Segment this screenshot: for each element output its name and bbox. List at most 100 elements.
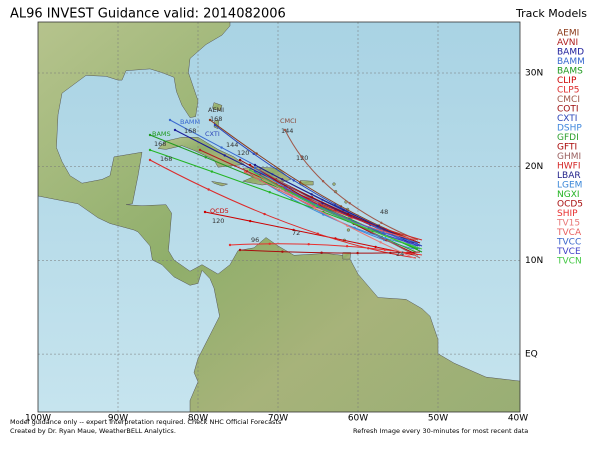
track-point: [245, 170, 249, 173]
legend-entry: TV15: [556, 219, 580, 229]
track-point: [283, 128, 287, 132]
track: [259, 174, 423, 241]
lon-label: 100W: [25, 414, 51, 424]
track-point: [316, 232, 319, 235]
legend-entry: DSHP: [557, 124, 582, 134]
track-point: [314, 204, 318, 207]
track-point: [342, 208, 345, 212]
landmass: [342, 252, 352, 260]
track-point: [287, 185, 290, 188]
legend-entry: SHIP: [557, 209, 578, 219]
annotation: 96: [251, 236, 259, 244]
track-point: [389, 251, 392, 255]
track-point: [255, 152, 258, 155]
refresh-note: Refresh Image every 30-minutes for most …: [353, 427, 528, 435]
title: AL96 INVEST Guidance valid: 2014082006: [10, 7, 286, 22]
track: [254, 167, 419, 244]
legend-entry: LGEM: [557, 181, 582, 191]
annotation: 120: [237, 149, 249, 157]
legend-entry: TVCC: [556, 238, 581, 248]
landmass: [211, 181, 228, 187]
annotation: 72: [292, 229, 300, 237]
track-point: [346, 224, 349, 227]
track-point: [299, 181, 302, 184]
track-point: [203, 210, 207, 214]
track-point: [148, 158, 152, 162]
track-point: [268, 242, 271, 245]
legend-entry: LBAR: [557, 171, 581, 181]
track-point: [356, 251, 359, 255]
track-point: [281, 250, 284, 253]
axis-labels: 100W 90W 80W 70W 60W 50W 40W 30N 20N 10N EQ: [25, 69, 543, 424]
track-point: [281, 187, 284, 190]
track-point: [210, 170, 214, 173]
legend-entry: AEMI: [557, 29, 579, 39]
legend-entry: TVCN: [556, 257, 582, 267]
track-point: [346, 212, 350, 216]
track-point: [173, 128, 177, 132]
legend-entry: BAMS: [557, 67, 583, 77]
annotation: 24: [396, 250, 404, 258]
track: [249, 169, 415, 259]
tracks: [148, 118, 423, 259]
legend-entry: TVCE: [556, 247, 581, 257]
track-point: [382, 231, 385, 234]
lon-label: 70W: [268, 414, 288, 424]
track-point: [292, 228, 295, 232]
map-frame: [37, 21, 521, 413]
track-point: [223, 154, 226, 157]
track-point: [380, 221, 383, 224]
legend: AEMIAVNIBAMDBAMMBAMSCLIPCLP5CMCICOTICXTI…: [556, 29, 585, 267]
track-point: [168, 118, 172, 122]
track-point: [249, 219, 252, 223]
legend-entry: GFDI: [557, 133, 579, 143]
track-point: [320, 251, 323, 254]
annotation: CXTI: [205, 130, 220, 138]
track-point: [353, 226, 356, 229]
annotation: 168: [210, 115, 222, 123]
annotation: 144: [226, 141, 238, 149]
disclaimer: Model guidance only -- expert interpreta…: [10, 418, 282, 426]
graticule: [38, 22, 520, 412]
track-point: [253, 163, 257, 167]
legend-entry: GHMI: [557, 152, 581, 162]
legend-entry: OCD5: [557, 200, 583, 210]
landmass: [300, 180, 314, 186]
annotation: AEMI: [208, 106, 224, 114]
legend-entry: COTI: [557, 105, 579, 115]
legend-entry: HWFI: [557, 162, 581, 172]
lon-label: 80W: [188, 414, 208, 424]
legend-entry: TVCA: [556, 228, 582, 238]
track-point: [384, 237, 387, 240]
track-point: [238, 248, 242, 252]
lat-label: 10N: [525, 256, 543, 266]
track-point: [290, 197, 293, 200]
track-point: [307, 243, 310, 246]
track-point: [207, 188, 210, 191]
track-point: [243, 170, 247, 174]
annotation: 120: [296, 154, 308, 162]
legend-entry: BAMD: [557, 48, 584, 58]
track-point: [379, 241, 382, 244]
annotation: 144: [281, 127, 293, 135]
track-point: [220, 146, 223, 149]
legend-entry: GFTI: [557, 143, 577, 153]
track-point: [284, 186, 287, 189]
track-point: [204, 156, 207, 159]
track-point: [321, 180, 325, 183]
lon-label: 40W: [508, 414, 528, 424]
annotation: BAMM: [180, 118, 200, 126]
track-point: [253, 166, 257, 170]
lon-label: 60W: [348, 414, 368, 424]
legend-entry: BAMM: [557, 57, 585, 67]
track-point: [384, 234, 387, 238]
track-point: [252, 152, 255, 155]
track-point: [350, 216, 354, 219]
legend-entry: CLIP: [557, 76, 577, 86]
track-point: [213, 123, 217, 127]
track: [284, 129, 419, 241]
lat-label: 30N: [525, 69, 543, 79]
annotation: 168: [154, 140, 166, 148]
track-point: [248, 163, 252, 167]
